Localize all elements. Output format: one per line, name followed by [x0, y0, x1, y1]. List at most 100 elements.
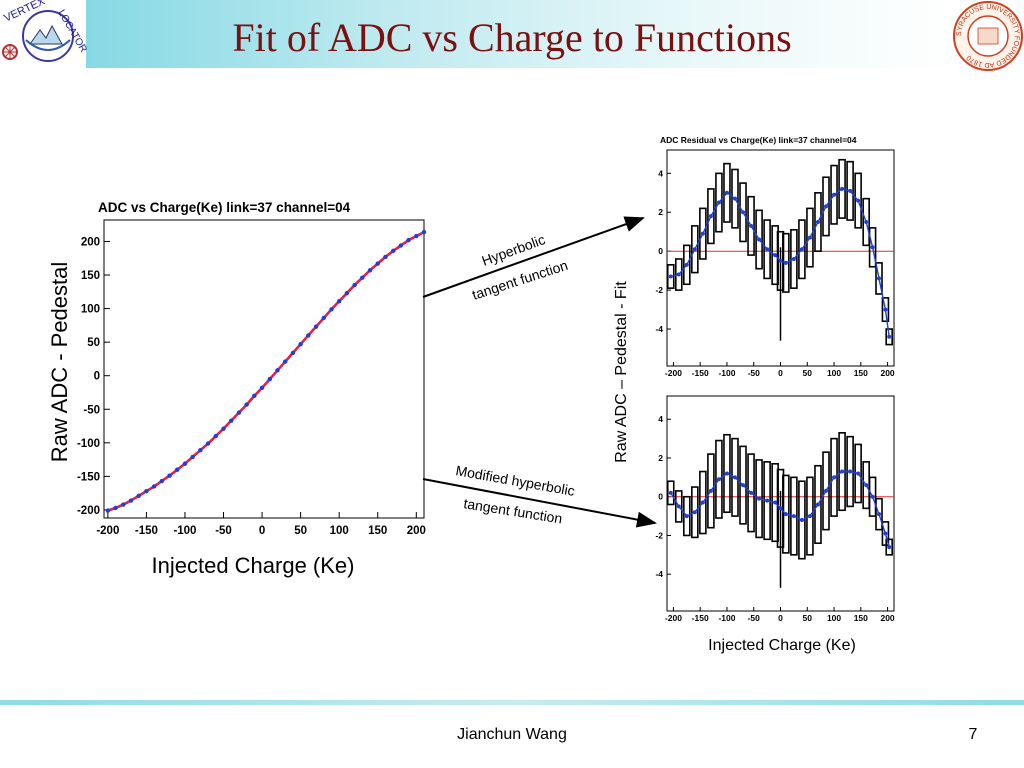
error-bar	[763, 219, 771, 280]
x-tick-label: -50	[215, 525, 232, 537]
residual-point	[724, 190, 729, 195]
data-point	[329, 307, 334, 312]
residual-point	[791, 514, 796, 519]
error-bar	[782, 232, 790, 293]
residual-point	[864, 220, 869, 224]
residual-point	[832, 192, 837, 197]
y-tick-label: -4	[655, 569, 663, 579]
data-point	[275, 368, 280, 373]
lower-arrow-label-line2: tangent function	[463, 495, 564, 526]
page-number: 7	[968, 726, 978, 743]
x-tick-label: 0	[778, 368, 783, 378]
y-tick-label: -50	[83, 404, 100, 416]
data-point	[414, 233, 419, 239]
error-bar	[830, 437, 838, 517]
data-point	[383, 254, 388, 260]
error-bar	[862, 197, 870, 247]
header-band	[86, 0, 956, 68]
x-tick-label: 50	[803, 368, 813, 378]
residual-point	[856, 198, 861, 203]
error-bar	[666, 264, 675, 289]
error-bar	[875, 262, 883, 295]
error-bar	[806, 207, 814, 268]
data-point	[190, 454, 195, 460]
residual-point	[883, 531, 888, 536]
x-tick-label: -100	[718, 613, 735, 623]
error-bar	[715, 439, 723, 519]
residual-point	[877, 276, 882, 281]
residual-point	[870, 494, 875, 499]
residual-point	[676, 504, 681, 509]
error-bar	[691, 225, 699, 274]
residual-point	[840, 469, 845, 474]
y-tick-label: 2	[658, 453, 663, 463]
error-bar	[683, 495, 691, 537]
residual-point	[732, 196, 737, 201]
error-bar	[747, 453, 755, 533]
residual-point	[716, 477, 721, 482]
x-tick-label: -200	[665, 368, 682, 378]
data-point	[406, 237, 411, 243]
y-tick-label: -2	[655, 530, 663, 540]
residual-point	[741, 483, 746, 488]
y-tick-label: 50	[87, 337, 100, 349]
chart-title: ADC Residual vs Charge(Ke) link=37 chann…	[660, 135, 857, 145]
residual-point	[668, 490, 673, 495]
data-point	[306, 333, 311, 338]
error-bar	[707, 188, 715, 245]
data-point	[336, 299, 342, 304]
x-tick-label: -50	[748, 613, 761, 623]
data-point	[352, 282, 357, 288]
error-bar	[822, 451, 830, 531]
slide-title: Fit of ADC vs Charge to Functions	[232, 15, 792, 60]
y-tick-label: -200	[77, 505, 100, 517]
data-point	[113, 505, 118, 511]
upper-arrow-label-line2: tangent function	[470, 257, 570, 303]
residual-y-axis-label: Raw ADC – Pedestal - Fit	[613, 281, 630, 463]
syracuse-university-seal-icon: SYRACUSE UNIVERSITY FOUNDED AD 1870	[953, 1, 1023, 71]
data-point	[213, 433, 219, 439]
residual-point	[700, 500, 705, 505]
error-bar	[715, 172, 723, 233]
error-bar	[814, 192, 822, 252]
lower-arrow-label-line1: Modified hyperbolic	[454, 462, 576, 499]
residual-point	[799, 517, 804, 522]
residual-point	[856, 471, 861, 476]
residual-point	[783, 260, 788, 265]
y-tick-label: -100	[77, 438, 100, 450]
data-point	[221, 426, 226, 431]
x-tick-label: 150	[854, 613, 868, 623]
x-tick-label: -100	[718, 368, 735, 378]
data-point	[252, 393, 257, 399]
error-bar	[798, 480, 806, 560]
y-tick-label: 100	[81, 304, 100, 316]
x-tick-label: 50	[803, 613, 813, 623]
residual-point	[716, 200, 721, 205]
error-bar	[739, 445, 747, 525]
chart-title: ADC vs Charge(Ke) link=37 channel=04	[98, 200, 351, 215]
y-tick-label: 0	[658, 246, 663, 256]
error-bar	[798, 219, 806, 280]
residual-point	[692, 510, 697, 515]
residual-point	[741, 210, 746, 215]
error-bar	[838, 158, 846, 219]
error-bar	[830, 164, 838, 225]
residual-point	[724, 471, 729, 476]
x-tick-label: 0	[778, 613, 783, 623]
x-tick-label: -50	[748, 368, 761, 378]
x-tick-label: -150	[692, 368, 709, 378]
residual-point	[887, 334, 892, 339]
data-point	[105, 508, 111, 513]
residual-point	[778, 258, 783, 263]
residual-point	[815, 220, 820, 224]
error-bar	[881, 297, 890, 323]
footer-author: Jianchun Wang	[457, 726, 567, 743]
upper-arrow	[422, 216, 645, 298]
residual-point	[807, 235, 812, 240]
error-bar	[885, 538, 893, 556]
data-point	[121, 502, 126, 507]
error-bar	[755, 209, 763, 270]
residual-point	[864, 483, 869, 488]
data-point	[290, 350, 296, 356]
residual-x-axis-label: Injected Charge (Ke)	[708, 637, 856, 654]
